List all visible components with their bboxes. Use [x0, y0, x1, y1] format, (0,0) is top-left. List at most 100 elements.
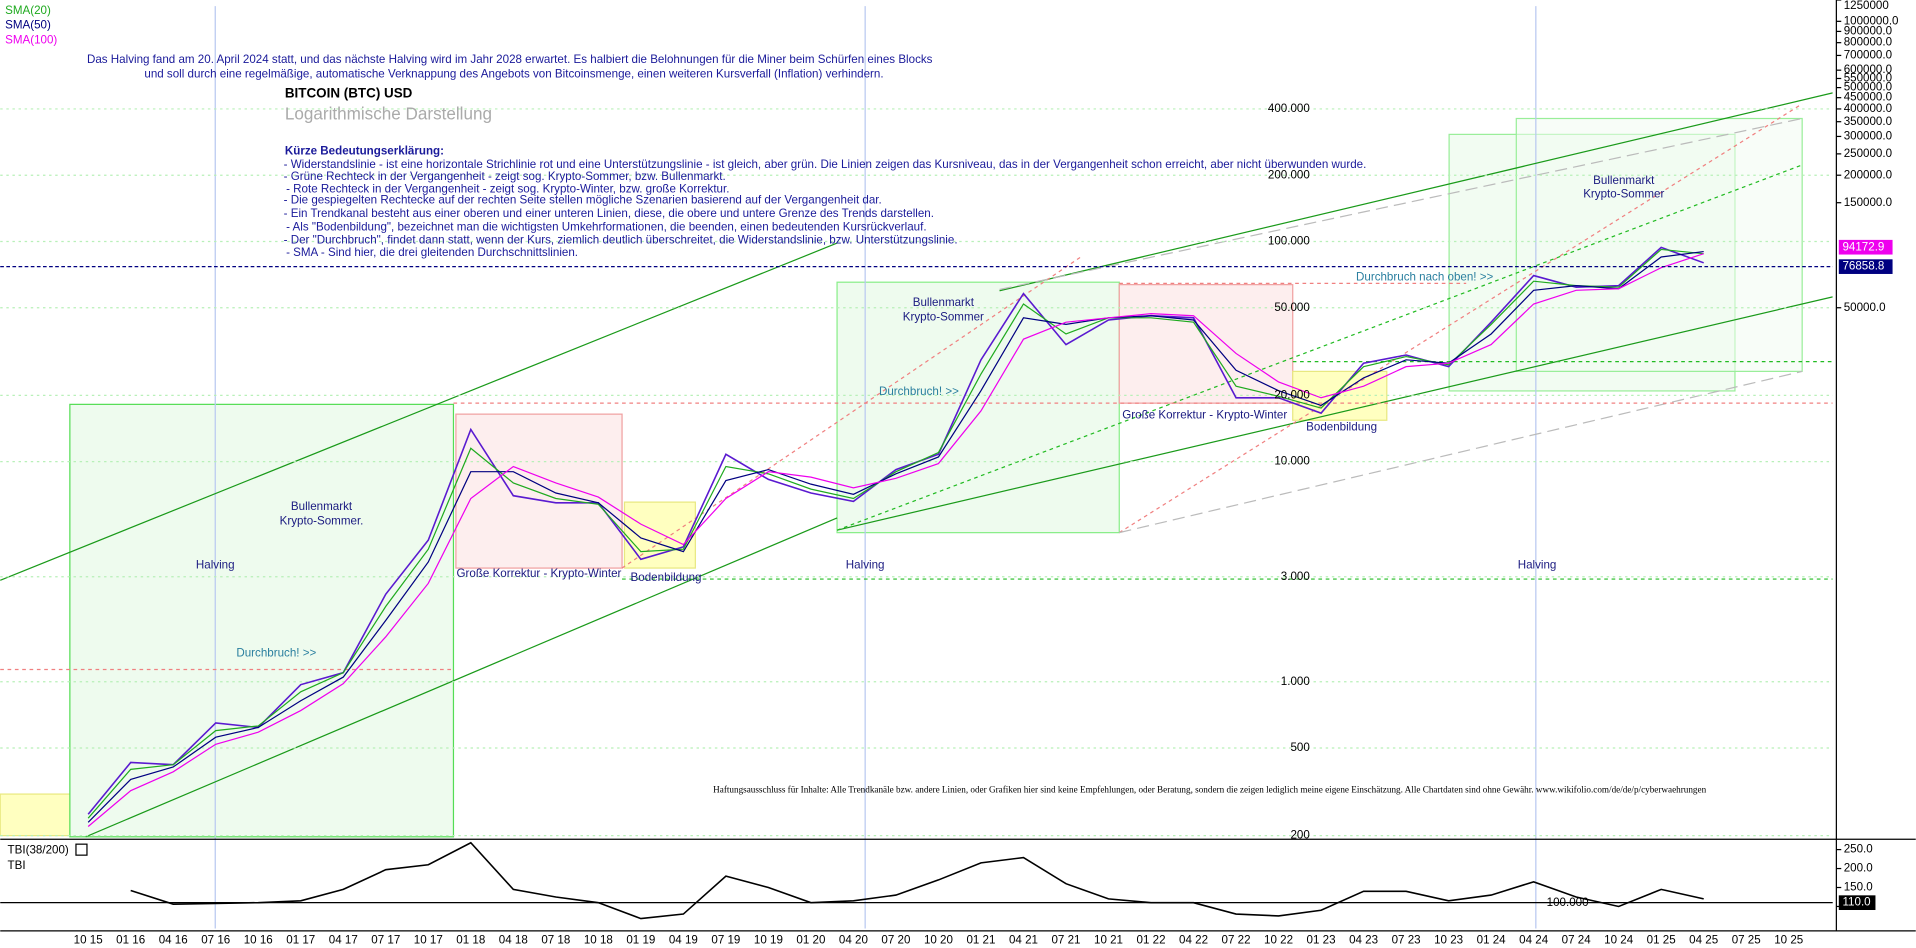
level-badge-label: 110.0 [1842, 896, 1870, 909]
y-tick-label: 1.000 [1281, 675, 1310, 688]
x-tick-label: 04 20 [839, 934, 868, 947]
y2-tick-label: 200000.0 [1844, 168, 1892, 181]
x-tick-label: 01 25 [1647, 934, 1676, 947]
x-tick-label: 07 18 [541, 934, 570, 947]
chart-subtitle: Logarithmische Darstellung [285, 104, 492, 123]
trend-line [1119, 370, 1803, 534]
x-tick-label: 01 23 [1307, 934, 1336, 947]
header-line: und soll durch eine regelmäßige, automat… [144, 68, 883, 81]
y-tick-label: 400.000 [1268, 102, 1310, 115]
note: - Rote Rechteck in der Vergangenheit - z… [286, 182, 729, 195]
y-tick-label: 150.0 [1844, 881, 1873, 894]
note: - Ein Trendkanal besteht aus einer obere… [284, 207, 934, 220]
x-tick-label: 10 23 [1434, 934, 1463, 947]
x-tick-label: 07 19 [711, 934, 740, 947]
x-tick-label: 01 18 [456, 934, 485, 947]
trend-line [999, 92, 1833, 292]
y-tick-label: 100.000 [1268, 235, 1310, 248]
x-tick-label: 10 16 [244, 934, 273, 947]
x-tick-label: 04 19 [669, 934, 698, 947]
trend-line [621, 256, 1082, 569]
x-tick-label: 04 24 [1519, 934, 1549, 947]
x-tick-label: 01 24 [1477, 934, 1507, 947]
annotation: Bodenbildung [1306, 421, 1377, 434]
y-tick-label: 10.000 [1274, 455, 1309, 468]
note: - Der "Durchbruch", findet dann statt, w… [284, 234, 958, 247]
legend-entry: SMA(50) [5, 19, 51, 32]
x-tick-label: 07 22 [1222, 934, 1251, 947]
annotation: Halving [1518, 559, 1557, 572]
y-tick-label: 250.0 [1844, 843, 1873, 856]
y2-tick-label: 500000.0 [1844, 81, 1892, 94]
x-tick-label: 07 24 [1562, 934, 1592, 947]
y-tick-label: 3.000 [1281, 570, 1310, 583]
x-tick-label: 04 18 [499, 934, 528, 947]
price-badge-label: 94172.9 [1842, 240, 1884, 253]
x-tick-label: 07 23 [1392, 934, 1421, 947]
annotation: Durchbruch! >> [236, 647, 316, 660]
projected-zone [1515, 117, 1803, 372]
annotation: Krypto-Sommer [1583, 187, 1664, 200]
x-tick-label: 04 25 [1689, 934, 1718, 947]
x-tick-label: 04 22 [1179, 934, 1208, 947]
bull-zone [69, 403, 455, 838]
level-badge [1838, 895, 1876, 911]
data-line [87, 253, 1704, 827]
marks [0, 246, 1837, 920]
x-tick-label: 01 20 [796, 934, 825, 947]
notes-title: Kürze Bedeutungserklärung: [285, 145, 444, 158]
annotation: Durchbruch! >> [879, 385, 959, 398]
y2-tick-label: 400000.0 [1844, 102, 1892, 115]
legend-entry: SMA(20) [5, 4, 51, 17]
y2-tick-label: 550000.0 [1844, 72, 1892, 85]
y-tick-label: 50.000 [1274, 301, 1309, 314]
x-tick-label: 07 21 [1051, 934, 1080, 947]
y-tick-label: 200 [1290, 829, 1309, 842]
y2-tick-label: 700000.0 [1844, 48, 1892, 61]
legend-entry: SMA(100) [5, 33, 57, 46]
x-tick-label: 10 17 [414, 934, 443, 947]
x-tick-label: 01 21 [966, 934, 995, 947]
y-tick-label: 500 [1290, 741, 1309, 754]
y2-tick-label: 300000.0 [1844, 130, 1892, 143]
panel-label: TBI [8, 859, 26, 872]
x-tick-label: 01 19 [626, 934, 655, 947]
level-note: 100.000 [1547, 896, 1589, 909]
trend-line [836, 296, 1833, 531]
x-tick-label: 10 20 [924, 934, 953, 947]
price-badge [1838, 239, 1893, 255]
trend-line [1118, 103, 1803, 534]
overlay: 10 15 01 16 04 16 07 16 10 16 01 17 04 17 07 17… [74, 0, 1899, 947]
y-tick-label: 20.000 [1274, 388, 1309, 401]
axis-panel [1832, 0, 1916, 948]
bottom-zone [623, 501, 696, 569]
y2-tick-label: 900000.0 [1844, 24, 1892, 37]
x-tick-label: 01 17 [286, 934, 315, 947]
x-tick-label: 10 19 [754, 934, 783, 947]
trend-line [0, 242, 838, 581]
x-tick-label: 07 20 [881, 934, 910, 947]
x-tick-label: 10 21 [1094, 934, 1123, 947]
y2-tick-label: 250000.0 [1844, 147, 1892, 160]
annotation: Bullenmarkt [291, 500, 353, 513]
add-button[interactable] [75, 843, 88, 856]
trend-line [85, 517, 838, 838]
panel-title: TBI(38/200) [8, 843, 69, 856]
x-tick-label: 07 16 [201, 934, 230, 947]
trend-line [836, 164, 1803, 531]
note: - Grüne Rechteck in der Vergangenheit - … [284, 170, 726, 183]
x-tick-label: 10 25 [1774, 934, 1803, 947]
y2-tick-label: 150000.0 [1844, 196, 1892, 209]
data-line [130, 841, 1704, 920]
y2-tick-label: 50000.0 [1844, 301, 1886, 314]
x-tick-label: 07 17 [371, 934, 400, 947]
data-line [87, 246, 1704, 815]
x-tick-label: 01 16 [116, 934, 145, 947]
note: - Die gespiegelten Rechtecke auf der rec… [284, 193, 882, 206]
note: - Als "Bodenbildung", bezeichnet man die… [286, 220, 927, 233]
x-tick-label: 10 15 [74, 934, 103, 947]
data-line [87, 250, 1704, 823]
trend-line [999, 117, 1803, 291]
y2-tick-label: 1000000.0 [1844, 14, 1899, 27]
y2-tick-label: 1250000 [1844, 0, 1889, 12]
